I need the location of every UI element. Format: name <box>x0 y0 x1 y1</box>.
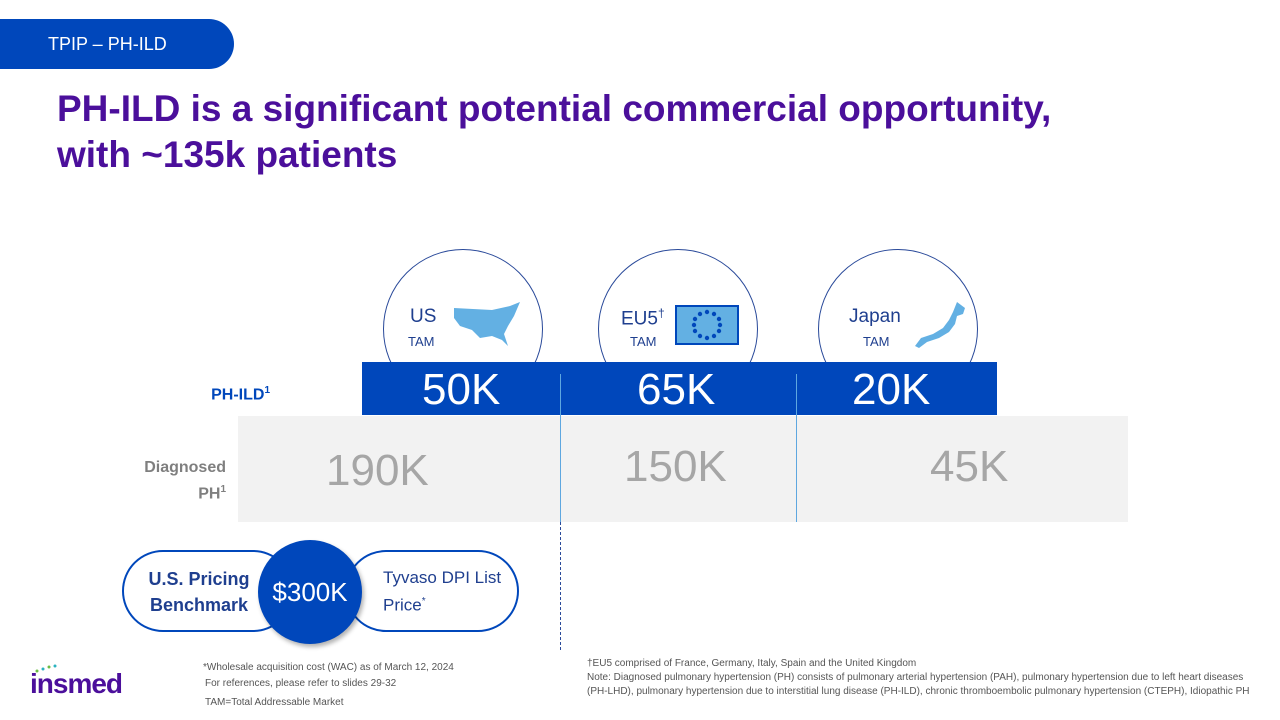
region-name: US <box>410 306 437 327</box>
pricing-desc: Price <box>383 595 422 615</box>
logo-dots-icon <box>35 664 57 673</box>
japan-diagnosed-value: 45K <box>930 442 1009 491</box>
insmed-logo: insmed <box>30 668 123 699</box>
price-value: $300K <box>258 540 362 644</box>
pricing-desc: Tyvaso DPI List <box>383 568 502 587</box>
dashed-divider <box>560 522 561 650</box>
region-name: EU5† <box>621 306 665 330</box>
region-tam: TAM <box>863 334 890 349</box>
divider-line <box>560 374 561 522</box>
label-text: PH <box>198 485 221 503</box>
sup: * <box>421 596 426 607</box>
eu5-diagnosed-value: 150K <box>624 442 727 491</box>
dagger: † <box>657 306 665 320</box>
us-map-icon <box>454 302 520 346</box>
pricing-label: Benchmark <box>149 595 249 615</box>
label-text: PH-ILD <box>211 386 265 404</box>
label-text: Diagnosed <box>144 459 226 476</box>
divider-line <box>796 374 797 522</box>
region-tam: TAM <box>408 334 435 349</box>
page-title: PH-ILD is a significant potential commer… <box>57 86 1237 178</box>
diagnosed-ph-band <box>238 416 1128 522</box>
footnote: †EU5 comprised of France, Germany, Italy… <box>587 658 917 669</box>
eu5-ph-ild-value: 65K <box>637 365 716 414</box>
ph-ild-row-label: PH-ILD1 <box>170 385 270 404</box>
pricing-desc-pill: Tyvaso DPI List Price* <box>345 550 519 632</box>
us-diagnosed-value: 190K <box>326 446 429 495</box>
pricing-label: U.S. Pricing <box>148 569 250 589</box>
sup: 1 <box>264 385 270 396</box>
eu-flag-icon <box>675 305 739 345</box>
footnote: Note: Diagnosed pulmonary hypertension (… <box>587 672 1250 697</box>
title-line-1: PH-ILD is a significant potential commer… <box>57 88 1052 129</box>
footnote: *Wholesale acquisition cost (WAC) as of … <box>203 662 454 673</box>
region-tam: TAM <box>630 334 657 349</box>
region-name-text: EU5 <box>621 308 658 330</box>
section-tag: TPIP – PH-ILD <box>0 19 234 69</box>
title-line-2: with ~135k patients <box>57 134 398 175</box>
footnote: TAM=Total Addressable Market <box>205 697 344 708</box>
region-name: Japan <box>849 306 901 327</box>
ph-ild-band <box>362 362 997 415</box>
footnote: For references, please refer to slides 2… <box>205 678 397 689</box>
sup: 1 <box>220 484 226 495</box>
japan-ph-ild-value: 20K <box>852 365 931 414</box>
diagnosed-row-label: Diagnosed PH1 <box>126 457 226 505</box>
japan-map-icon <box>915 302 965 348</box>
us-ph-ild-value: 50K <box>422 365 501 414</box>
